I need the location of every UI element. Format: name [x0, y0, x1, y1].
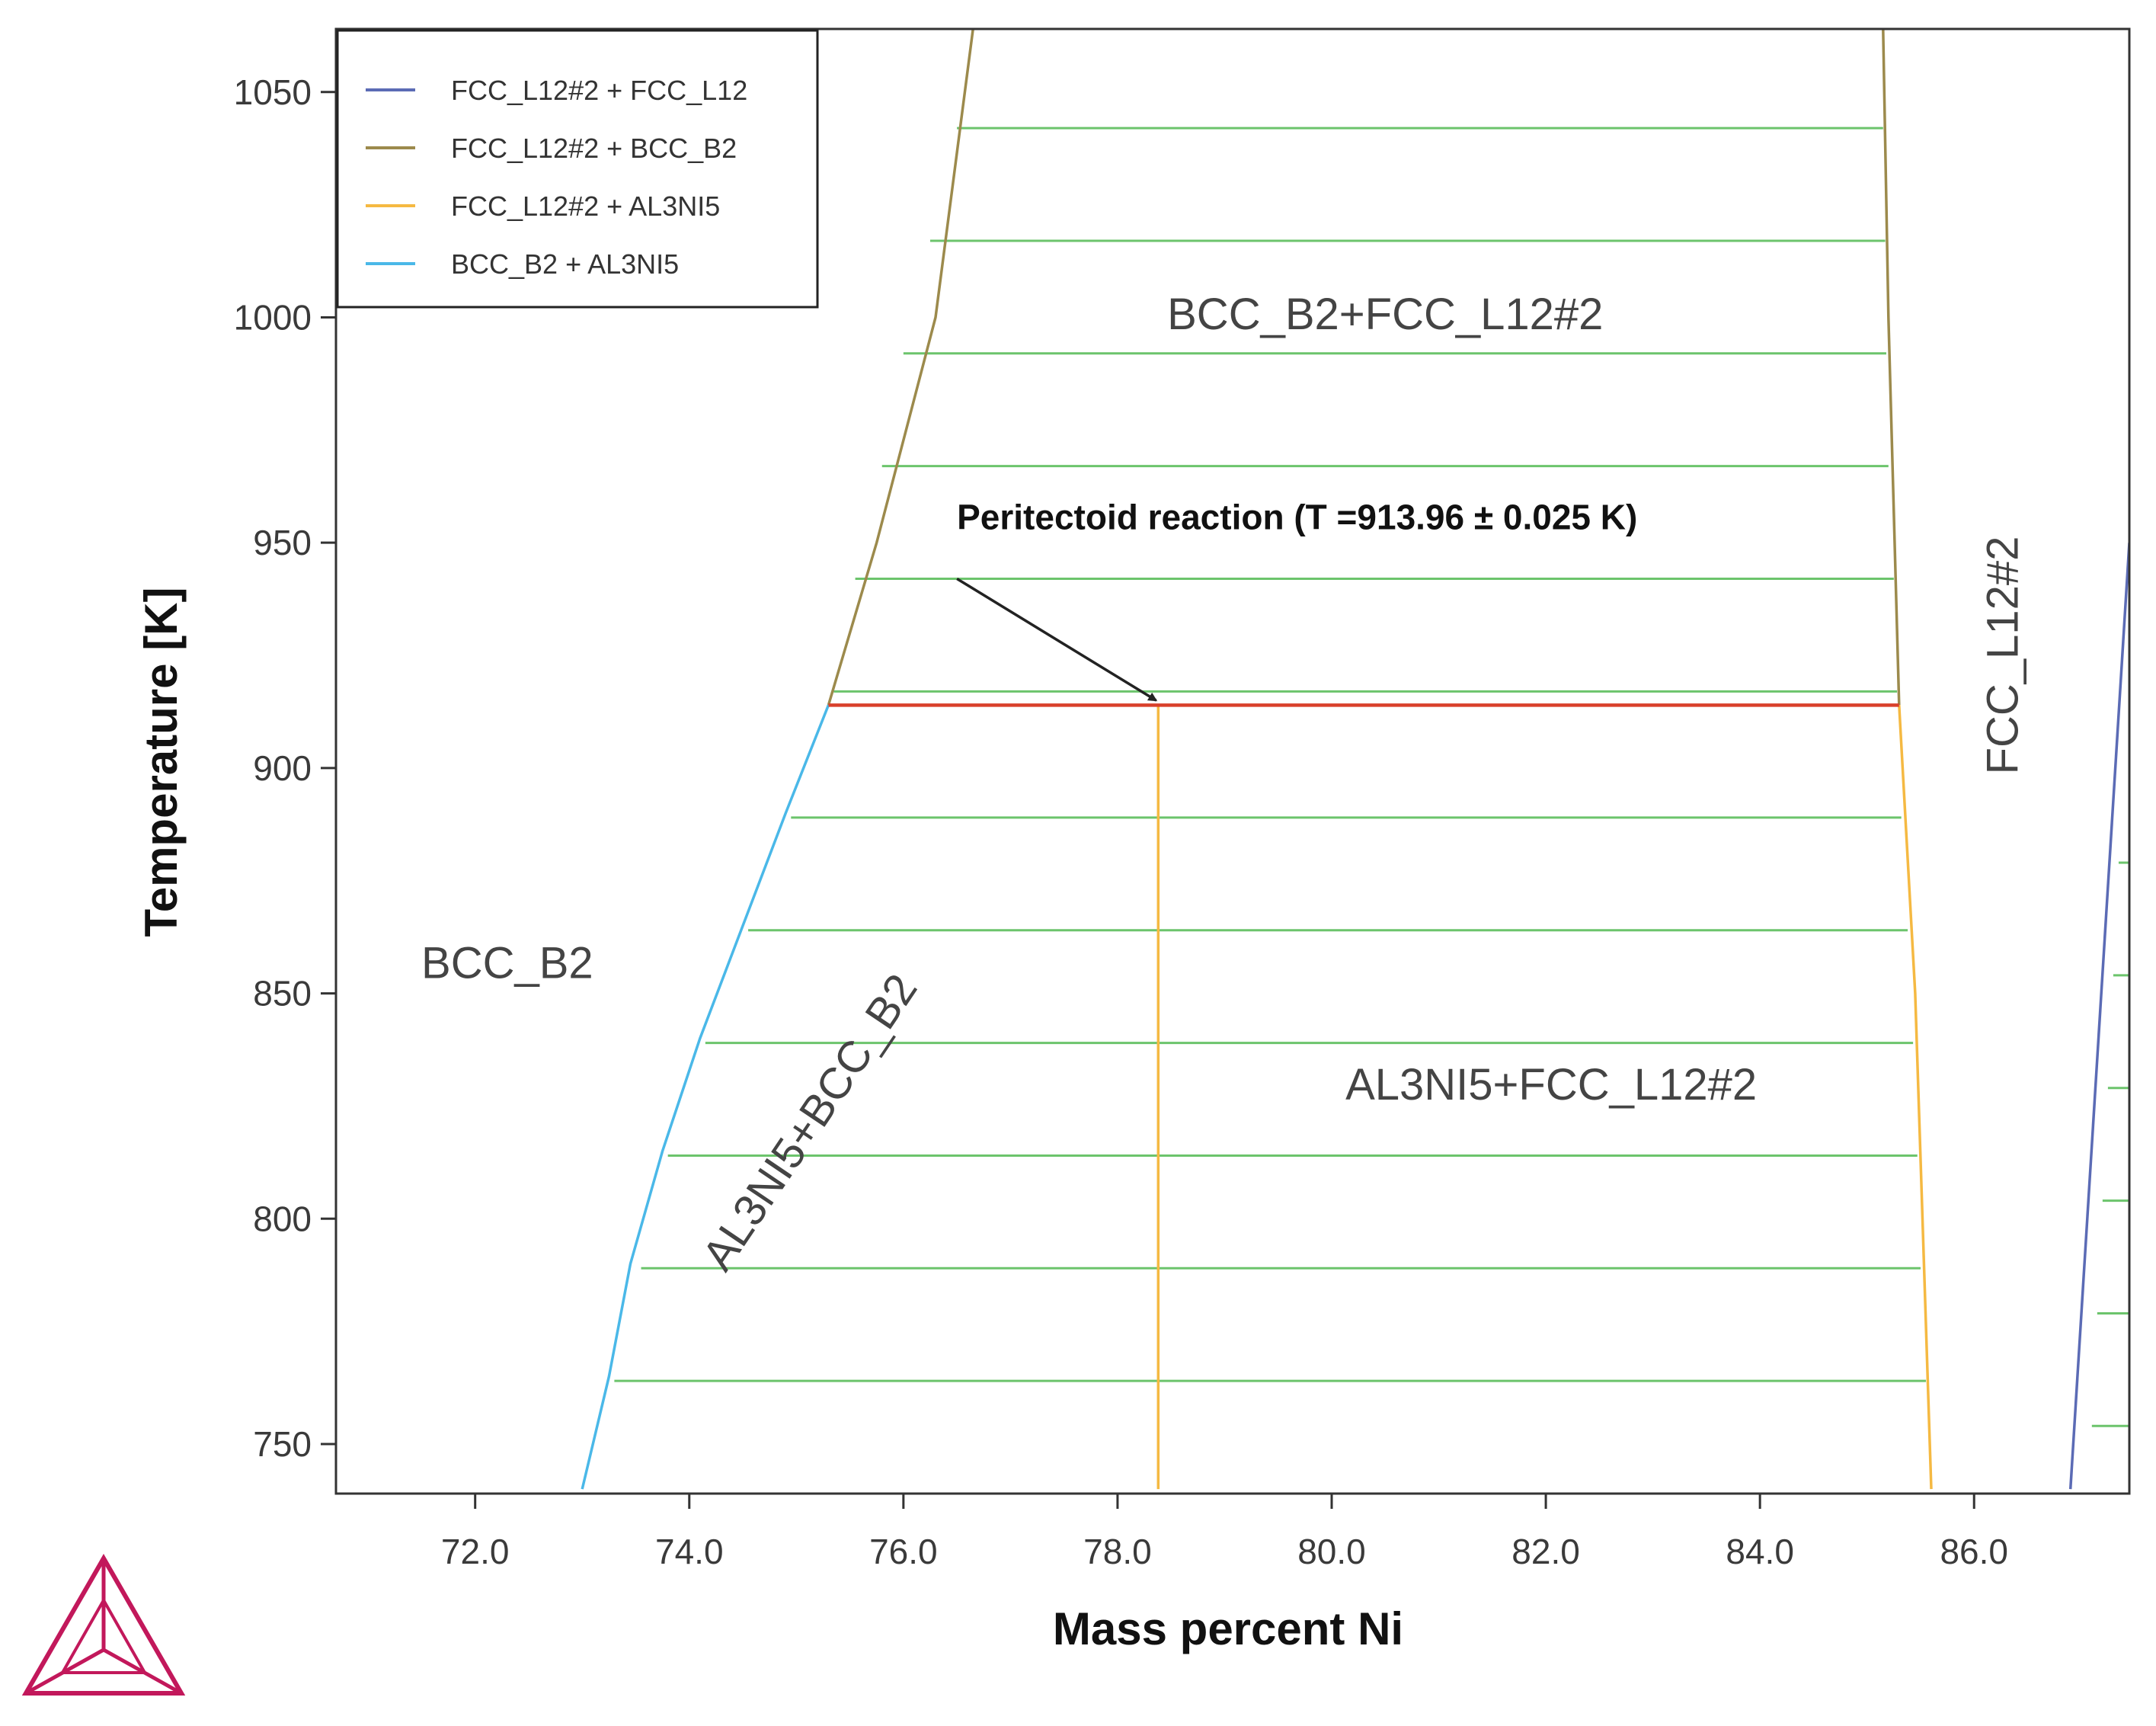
- y-tick-label: 1050: [234, 72, 312, 112]
- plot-frame-group: [334, 27, 2131, 1495]
- region-label: BCC_B2: [421, 938, 593, 988]
- annotation-text: Peritectoid reaction (T =913.96 ± 0.025 …: [957, 497, 1637, 536]
- legend-box: [336, 29, 819, 309]
- legend-label: FCC_L12#2 + AL3NI5: [451, 191, 720, 222]
- y-tick-label: 900: [253, 748, 312, 788]
- x-axis-title: Mass percent Ni: [1053, 1603, 1403, 1654]
- region-labels: BCC_B2+FCC_L12#2 BCC_B2 AL3NI5+FCC_L12#2 AL…: [421, 290, 2028, 1279]
- region-label: AL3NI5+FCC_L12#2: [1345, 1060, 1757, 1110]
- phase-boundary-line: [581, 704, 830, 1490]
- phase-boundary-line: [1898, 705, 1933, 1490]
- y-tick-label: 1000: [234, 297, 312, 337]
- logo-outer-triangle: [21, 1553, 186, 1696]
- y-axis-title: Temperature [K]: [136, 588, 187, 937]
- legend-label: FCC_L12#2 + BCC_B2: [451, 133, 737, 164]
- x-tick-label: 86.0: [1940, 1532, 2008, 1571]
- region-label: FCC_L12#2: [1978, 536, 2028, 775]
- y-tick-label: 750: [253, 1424, 312, 1464]
- x-tick-label: 76.0: [869, 1532, 938, 1571]
- region-label: BCC_B2+FCC_L12#2: [1167, 290, 1603, 339]
- x-tick-label: 74.0: [655, 1532, 724, 1571]
- y-tick-label: 950: [253, 523, 312, 562]
- annotation-arrow: [956, 577, 1158, 702]
- region-label: AL3NI5+BCC_B2: [693, 965, 926, 1279]
- plot-frame: [334, 27, 2131, 1495]
- axis-titles: Mass percent Ni Temperature [K]: [136, 588, 1403, 1654]
- thermo-calc-logo-icon: [21, 1553, 186, 1696]
- x-tick-label: 80.0: [1297, 1532, 1366, 1571]
- legend: FCC_L12#2 + FCC_L12 FCC_L12#2 + BCC_B2 FCC…: [336, 29, 819, 309]
- phase-boundary-line: [827, 29, 974, 706]
- tie-lines: [614, 126, 2129, 1427]
- x-tick-label: 82.0: [1511, 1532, 1580, 1571]
- phase-boundary-line: [2068, 543, 2129, 1490]
- phase-boundaries: [581, 29, 2129, 1490]
- y-tick-label: 800: [253, 1199, 312, 1238]
- y-tick-label: 850: [253, 974, 312, 1014]
- phase-boundary-line: [1882, 29, 1901, 706]
- x-tick-label: 72.0: [441, 1532, 510, 1571]
- legend-label: BCC_B2 + AL3NI5: [451, 248, 679, 280]
- y-axis-ticks: 750 800 850 900 950 1000 1050: [234, 72, 336, 1464]
- x-tick-label: 78.0: [1083, 1532, 1152, 1571]
- legend-label: FCC_L12#2 + FCC_L12: [451, 75, 747, 106]
- logo-inner-triangle: [59, 1596, 148, 1674]
- annotation-group: Peritectoid reaction (T =913.96 ± 0.025 …: [956, 497, 1637, 702]
- x-axis-ticks: 72.0 74.0 76.0 78.0 80.0 82.0 84.0 86.0: [441, 1494, 2008, 1571]
- x-tick-label: 84.0: [1726, 1532, 1794, 1571]
